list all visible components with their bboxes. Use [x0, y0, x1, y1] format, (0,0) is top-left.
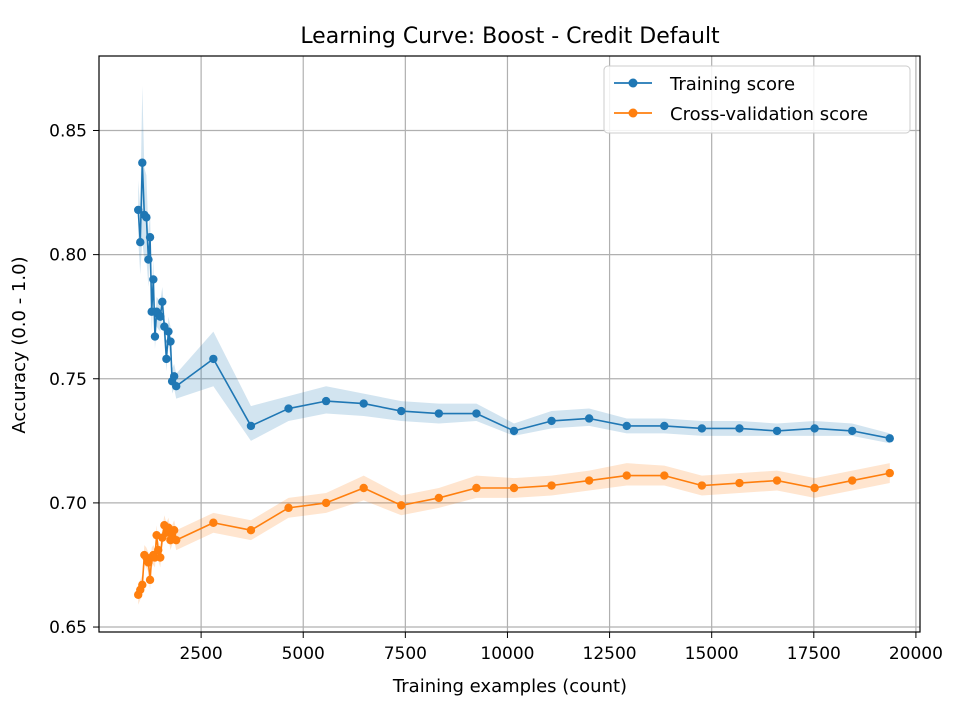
- legend-label-training: Training score: [669, 74, 795, 95]
- cross-validation-score-point: [321, 498, 331, 508]
- cross-validation-score-point: [138, 580, 147, 590]
- x-tick-label: 20000: [889, 644, 943, 664]
- legend-marker-cross-validation: [628, 108, 638, 118]
- training-score-point: [660, 421, 669, 431]
- y-tick-label: 0.75: [49, 370, 87, 390]
- cross-validation-score-point: [156, 553, 165, 562]
- cross-validation-score-point: [660, 471, 669, 480]
- training-score-point: [434, 409, 444, 418]
- x-axis-label: Training examples (count): [392, 676, 627, 697]
- training-score-point: [144, 255, 153, 264]
- training-score-point: [142, 213, 151, 222]
- cross-validation-score-point: [622, 471, 631, 480]
- legend: Training score Cross-validation score: [603, 65, 911, 134]
- training-score-point: [547, 416, 556, 426]
- grid-lines: [99, 56, 920, 632]
- cross-validation-score-point: [509, 483, 519, 493]
- training-score-point: [158, 297, 167, 306]
- training-score-point: [166, 337, 175, 346]
- training-score-point: [284, 404, 293, 413]
- training-score-point: [134, 205, 143, 215]
- training-score-point: [149, 275, 158, 284]
- cross-validation-score-point: [584, 476, 594, 485]
- training-score-point: [509, 426, 519, 436]
- cross-validation-score-point: [145, 575, 155, 585]
- cross-validation-score-point: [246, 526, 256, 535]
- x-tick-label: 5000: [282, 644, 325, 664]
- training-score-point: [138, 158, 147, 167]
- training-score-point: [209, 354, 218, 364]
- training-score-point: [246, 421, 256, 431]
- axes-frame: [98, 55, 921, 633]
- chart-title: Learning Curve: Boost - Credit Default: [300, 24, 720, 49]
- cross-validation-score-point: [472, 483, 481, 493]
- training-score-point: [359, 399, 368, 408]
- training-score-point: [171, 382, 181, 391]
- y-axis-ticks: 0.65 0.70 0.75 0.80 0.85: [49, 121, 99, 638]
- cross-validation-score-point: [847, 476, 857, 485]
- x-tick-label: 10000: [480, 644, 534, 664]
- training-score-point: [321, 396, 331, 406]
- legend-marker-training: [628, 78, 638, 88]
- x-axis-ticks: 2500 5000 7500 10000 12500 15000 17500 20000: [179, 632, 943, 664]
- training-score-point: [162, 354, 171, 364]
- cross-validation-score-point: [171, 535, 181, 545]
- x-tick-label: 12500: [583, 644, 637, 664]
- training-score-point: [885, 434, 894, 443]
- legend-label-cross-validation: Cross-validation score: [670, 104, 868, 125]
- training-score-point: [810, 424, 819, 433]
- cross-validation-score-point: [397, 501, 406, 510]
- x-tick-label: 2500: [179, 644, 222, 664]
- training-score-point: [584, 414, 594, 423]
- x-tick-label: 15000: [685, 644, 739, 664]
- cross-validation-score-point: [772, 476, 782, 485]
- training-score-point: [145, 233, 155, 242]
- cross-validation-score-band: [138, 463, 890, 605]
- plot-area: [98, 55, 921, 633]
- training-score-point: [397, 406, 406, 416]
- training-score-point: [136, 238, 145, 247]
- cross-validation-score-point: [154, 545, 163, 555]
- x-tick-label: 7500: [384, 644, 427, 664]
- x-tick-label: 17500: [787, 644, 841, 664]
- cross-validation-score-point: [434, 493, 444, 503]
- training-score-point: [772, 426, 782, 436]
- confidence-bands: [138, 85, 890, 605]
- training-score-point: [164, 327, 173, 336]
- training-score-point: [150, 332, 160, 341]
- training-score-point: [622, 421, 631, 431]
- y-axis-label: Accuracy (0.0 - 1.0): [9, 256, 30, 433]
- training-score-point: [169, 372, 179, 381]
- y-tick-label: 0.70: [49, 494, 87, 514]
- cross-validation-score-point: [810, 483, 819, 493]
- training-score-point: [735, 424, 744, 433]
- cross-validation-score-point: [885, 468, 894, 478]
- cross-validation-score-point: [209, 518, 218, 527]
- training-score-point: [847, 426, 857, 436]
- training-score-point: [472, 409, 481, 418]
- cross-validation-score-point: [547, 481, 556, 490]
- cross-validation-score-point: [284, 503, 293, 513]
- training-score-point: [697, 424, 707, 433]
- legend-box: [603, 65, 911, 134]
- cross-validation-score-point: [169, 526, 179, 535]
- y-tick-label: 0.80: [49, 246, 87, 266]
- training-score-point: [156, 312, 165, 321]
- cross-validation-score-point: [697, 481, 707, 490]
- series-points: [134, 158, 894, 599]
- y-tick-label: 0.85: [49, 121, 87, 141]
- cross-validation-score-point: [735, 478, 744, 488]
- y-tick-label: 0.65: [49, 618, 87, 638]
- cross-validation-score-point: [359, 483, 368, 493]
